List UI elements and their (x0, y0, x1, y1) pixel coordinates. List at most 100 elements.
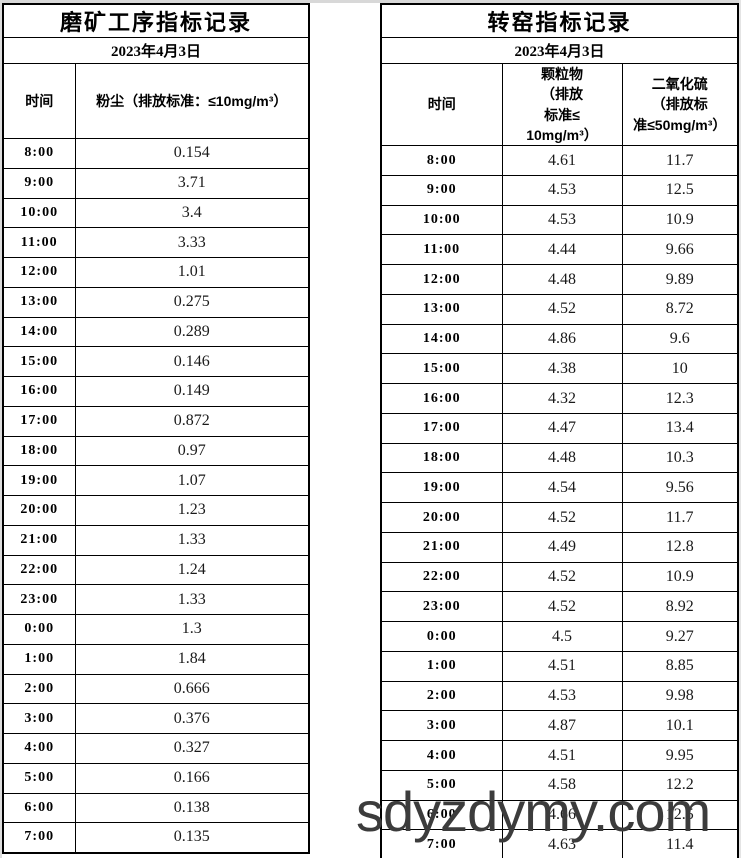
value-cell: 0.154 (74, 138, 310, 169)
value-cell: 4.86 (501, 323, 623, 355)
value-cell: 4.52 (501, 561, 623, 593)
table-row: 4:00 0.327 (2, 733, 310, 764)
right-edge-strip (739, 0, 741, 858)
value-cell: 4.52 (501, 502, 623, 533)
value-cell: 1.23 (74, 495, 310, 526)
table-row: 0:00 4.5 9.27 (380, 621, 739, 652)
time-cell: 13:00 (2, 286, 76, 318)
time-cell: 14:00 (380, 323, 503, 355)
time-cell: 20:00 (2, 495, 76, 526)
value-cell: 0.872 (74, 405, 310, 437)
time-cell: 5:00 (2, 762, 76, 794)
table-row: 14:00 0.289 (2, 316, 310, 348)
value-cell: 10.3 (621, 442, 739, 474)
value-cell: 9.56 (621, 472, 739, 504)
value-cell: 12.2 (621, 769, 739, 801)
dust-column-header: 粉尘（排放标准：≤10mg/m³） (74, 63, 310, 139)
table-row: 5:00 0.166 (2, 762, 310, 794)
value-cell: 9.6 (621, 323, 739, 355)
value-cell: 0.666 (74, 673, 310, 705)
value-cell: 10 (621, 353, 739, 385)
time-cell: 17:00 (2, 405, 76, 437)
time-cell: 7:00 (2, 822, 76, 853)
time-cell: 3:00 (380, 710, 503, 742)
value-cell: 0.97 (74, 435, 310, 467)
value-cell: 0.138 (74, 792, 310, 824)
table-row: 16:00 0.149 (2, 376, 310, 407)
value-cell: 8.85 (621, 650, 739, 682)
table-row: 2:00 0.666 (2, 673, 310, 705)
table-row: 21:00 4.49 12.8 (380, 531, 739, 563)
value-cell: 0.289 (74, 316, 310, 348)
value-cell: 9.98 (621, 680, 739, 712)
time-cell: 4:00 (2, 733, 76, 764)
sulfur-dioxide-column-header: 二氧化硫 （排放标 准≤50mg/m³） (621, 62, 739, 147)
table-date-row: 2023年4月3日 (380, 37, 739, 64)
site-watermark: sdyzdymy.com (356, 780, 711, 843)
time-cell: 22:00 (380, 561, 503, 593)
value-cell: 10.9 (621, 561, 739, 593)
grinding-table-title: 磨矿工序指标记录 (2, 3, 310, 38)
table-row: 3:00 0.376 (2, 703, 310, 734)
time-cell: 6:00 (380, 799, 503, 831)
time-cell: 15:00 (380, 353, 503, 385)
table-row: 15:00 0.146 (2, 346, 310, 377)
time-cell: 16:00 (2, 376, 76, 407)
value-cell: 4.32 (501, 383, 623, 414)
time-cell: 9:00 (380, 174, 503, 206)
table-row: 17:00 4.47 13.4 (380, 412, 739, 444)
value-cell: 4.52 (501, 591, 623, 623)
table-row: 1:00 1.84 (2, 643, 310, 675)
time-cell: 12:00 (380, 264, 503, 295)
time-cell: 5:00 (380, 769, 503, 801)
value-cell: 11.7 (621, 145, 739, 176)
value-cell: 4.54 (501, 472, 623, 504)
table-header-row: 时间 粉尘（排放标准：≤10mg/m³） (2, 63, 310, 139)
table-row: 13:00 0.275 (2, 286, 310, 318)
value-cell: 0.275 (74, 286, 310, 318)
time-cell: 23:00 (380, 591, 503, 623)
table-row: 15:00 4.38 10 (380, 353, 739, 385)
value-cell: 1.24 (74, 554, 310, 586)
table-row: 21:00 1.33 (2, 524, 310, 556)
table-row: 20:00 4.52 11.7 (380, 502, 739, 533)
time-cell: 1:00 (2, 643, 76, 675)
table-row: 9:00 4.53 12.5 (380, 174, 739, 206)
value-cell: 10.1 (621, 710, 739, 742)
table-row: 6:00 0.138 (2, 792, 310, 824)
time-cell: 13:00 (380, 293, 503, 325)
particulate-column-header: 颗粒物 （排放 标准≤ 10mg/m³） (501, 62, 623, 147)
value-cell: 4.52 (501, 293, 623, 325)
time-cell: 17:00 (380, 412, 503, 444)
time-cell: 23:00 (2, 584, 76, 615)
table-row: 17:00 0.872 (2, 405, 310, 437)
time-cell: 1:00 (380, 650, 503, 682)
value-cell: 11.4 (621, 829, 739, 858)
table-row: 19:00 1.07 (2, 465, 310, 496)
time-cell: 11:00 (2, 227, 76, 258)
time-cell: 4:00 (380, 740, 503, 771)
table-row: 10:00 4.53 10.9 (380, 204, 739, 236)
value-cell: 12.5 (621, 174, 739, 206)
table-row: 13:00 4.52 8.72 (380, 293, 739, 325)
left-edge-strip (0, 0, 2, 858)
table-row: 8:00 4.61 11.7 (380, 145, 739, 176)
value-cell: 0.146 (74, 346, 310, 377)
table-title-row: 转窑指标记录 (380, 3, 739, 38)
table-row: 18:00 0.97 (2, 435, 310, 467)
time-cell: 0:00 (2, 614, 76, 645)
time-cell: 10:00 (380, 204, 503, 236)
kiln-table-date: 2023年4月3日 (380, 37, 739, 64)
table-row: 0:00 1.3 (2, 614, 310, 645)
value-cell: 1.84 (74, 643, 310, 675)
table-date-row: 2023年4月3日 (2, 37, 310, 64)
value-cell: 4.51 (501, 650, 623, 682)
top-edge-strip (0, 0, 741, 3)
value-cell: 4.44 (501, 234, 623, 266)
table-row: 14:00 4.86 9.6 (380, 323, 739, 355)
value-cell: 1.3 (74, 614, 310, 645)
value-cell: 13.4 (621, 412, 739, 444)
time-cell: 3:00 (2, 703, 76, 734)
table-row: 23:00 4.52 8.92 (380, 591, 739, 623)
value-cell: 11.7 (621, 502, 739, 533)
